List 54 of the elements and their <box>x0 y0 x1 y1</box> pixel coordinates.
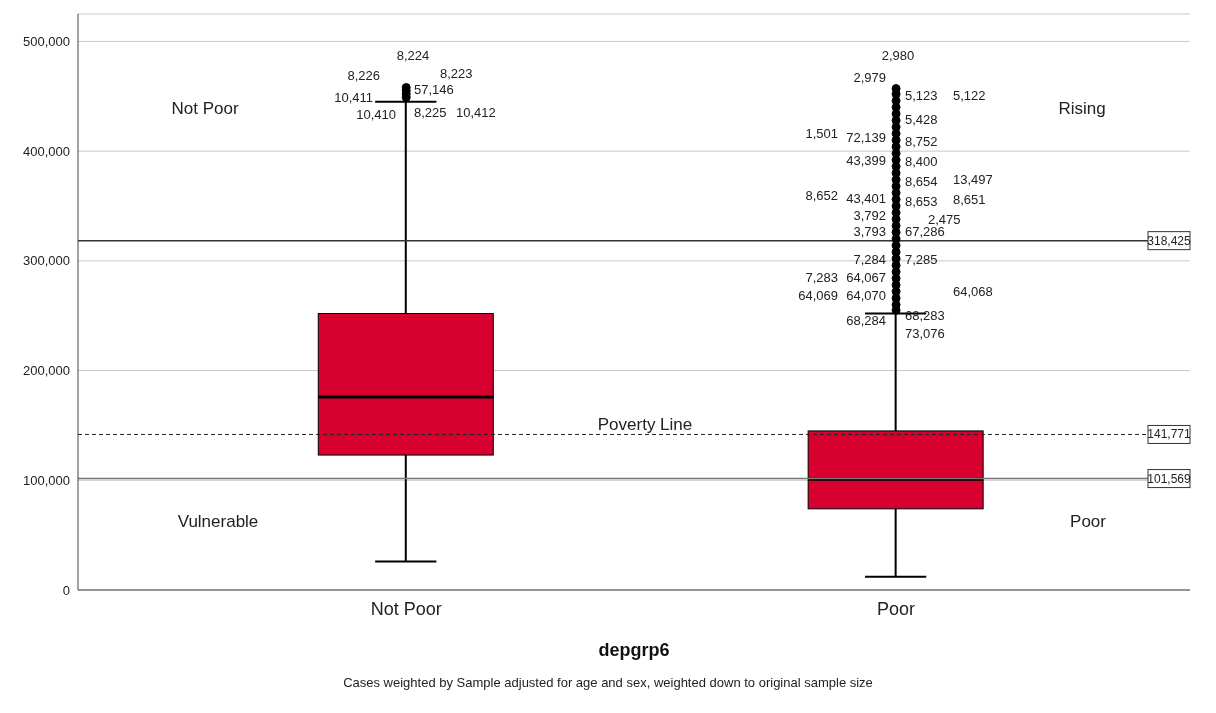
annotation: 73,076 <box>905 326 945 342</box>
annotation: 64,070 <box>846 288 886 304</box>
annotation: 67,286 <box>905 224 945 240</box>
annotation: 68,283 <box>905 308 945 324</box>
annotation: 8,226 <box>347 68 380 84</box>
x-axis-title: depgrp6 <box>598 640 670 660</box>
annotation: Vulnerable <box>177 512 259 531</box>
ref-line-label: 141,771 <box>1147 427 1192 442</box>
annotation: 8,651 <box>953 192 986 208</box>
annotation: 8,653 <box>905 194 938 210</box>
annotation: 43,401 <box>846 191 886 207</box>
ref-line-label: 101,569 <box>1147 471 1192 486</box>
annotation: 8,224 <box>396 48 430 64</box>
y-tick-label: 200,000 <box>23 363 70 379</box>
annotation: 5,122 <box>953 88 986 104</box>
annotation: Not Poor <box>171 99 239 118</box>
annotation: 7,283 <box>805 270 838 286</box>
annotation: 8,400 <box>905 154 938 170</box>
y-tick-label: 400,000 <box>23 143 70 159</box>
annotation: 10,410 <box>356 107 396 123</box>
annotation: 68,284 <box>846 313 886 329</box>
y-tick-label: 500,000 <box>23 34 70 50</box>
annotation: 72,139 <box>846 130 886 146</box>
annotation: 10,412 <box>456 105 496 121</box>
annotation: 1,501 <box>805 126 838 142</box>
annotation: 2,475 <box>928 212 961 227</box>
text: Cases weighted by Sample adjusted for age and sex, weighted down to original sample size <box>343 675 873 691</box>
annotation: 5,428 <box>905 112 938 128</box>
annotation: 3,793 <box>853 224 886 240</box>
annotation: 7,285 <box>905 252 938 268</box>
annotation: Poverty Line <box>597 415 693 434</box>
annotation: 5,123 <box>905 88 938 104</box>
annotation: 2,980 <box>881 48 915 64</box>
ref-line-label: 318,425 <box>1147 233 1192 248</box>
annotation: 13,497 <box>953 172 993 188</box>
y-tick-label: 300,000 <box>23 253 70 269</box>
annotation: 8,652 <box>805 188 838 204</box>
annotation: Poor <box>1070 512 1106 531</box>
y-tick-label: 100,000 <box>23 472 70 488</box>
annotation: 3,792 <box>853 208 886 224</box>
annotation: 7,284 <box>853 252 886 268</box>
annotation: 8,225 <box>414 105 447 121</box>
y-tick-label: 0 <box>62 582 70 598</box>
annotation: 8,223 <box>440 66 473 82</box>
annotation: 64,069 <box>798 288 838 304</box>
annotation: 43,399 <box>846 153 886 169</box>
annotation: 57,146 <box>414 82 454 98</box>
annotation: Rising <box>1058 99 1106 118</box>
annotation: 2,979 <box>853 70 886 86</box>
annotation: 64,068 <box>953 284 993 300</box>
annotation: 64,067 <box>846 270 886 286</box>
annotation: 8,654 <box>905 174 938 190</box>
annotation: 10,411 <box>334 90 373 106</box>
annotation: 8,752 <box>905 134 938 150</box>
